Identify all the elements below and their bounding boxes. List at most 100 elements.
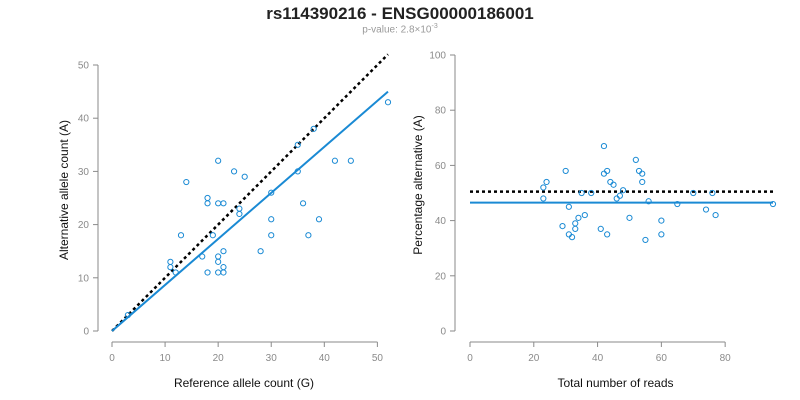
p-value-prefix: p-value: 2.8: [362, 24, 415, 36]
right-y-tick-label: 0: [440, 327, 446, 338]
right-data-point: [565, 203, 572, 210]
right-y-axis-title: Percentage alternative (A): [411, 115, 425, 254]
left-data-point: [299, 200, 307, 207]
right-data-point: [604, 231, 611, 238]
right-data-point: [562, 167, 569, 175]
right-x-tick-label: 40: [592, 353, 604, 364]
right-data-point: [597, 225, 604, 232]
left-x-tick-label: 20: [213, 353, 225, 364]
left-data-point: [215, 200, 222, 207]
chart-subtitle: p-value: 2.8×10-3: [0, 23, 800, 35]
right-data-point: [575, 214, 582, 221]
right-data-point: [540, 195, 547, 202]
right-y-tick-label: 80: [435, 106, 447, 117]
p-value-times: ×: [414, 24, 421, 36]
right-y-tick-label: 20: [435, 271, 447, 282]
left-data-point: [124, 311, 132, 319]
left-data-point: [331, 157, 339, 164]
right-x-tick-label: 80: [720, 353, 732, 364]
right-data-point: [588, 189, 595, 197]
left-data-point: [204, 269, 211, 276]
right-data-point: [604, 167, 611, 175]
left-data-point: [347, 157, 354, 164]
right-data-point: [769, 200, 777, 208]
left-data-point: [172, 269, 179, 276]
right-data-point: [642, 236, 649, 244]
left-data-point: [294, 141, 301, 148]
left-y-tick-label: 20: [78, 220, 90, 231]
left-y-tick-label: 10: [78, 273, 90, 284]
left-x-tick-label: 30: [266, 353, 278, 364]
left-reference-line: [111, 53, 389, 332]
left-y-tick-label: 0: [83, 327, 89, 338]
left-data-point: [220, 269, 227, 276]
right-data-point: [690, 189, 697, 197]
right-data-point: [639, 170, 646, 177]
left-y-axis-title: Alternative allele count (A): [57, 120, 71, 260]
left-y-tick-label: 40: [78, 114, 90, 125]
right-data-point: [578, 189, 585, 197]
right-data-point: [626, 214, 633, 221]
left-data-point: [220, 264, 227, 271]
left-x-tick-label: 40: [319, 353, 331, 364]
left-data-point: [384, 99, 392, 106]
left-data-point: [241, 173, 248, 180]
left-data-point: [167, 264, 174, 271]
p-value-exponent: -3: [431, 23, 438, 30]
right-x-tick-label: 20: [528, 353, 540, 364]
left-data-point: [215, 157, 222, 164]
chart-title: rs114390216 - ENSG00000186001: [266, 4, 534, 23]
right-data-point: [658, 231, 665, 238]
left-y-tick-label: 50: [78, 61, 90, 72]
right-data-point: [674, 200, 681, 208]
left-data-point: [199, 253, 206, 260]
right-data-point: [702, 206, 710, 213]
right-data-point: [572, 220, 579, 227]
left-data-point: [183, 178, 190, 186]
left-fit-line: [111, 90, 389, 332]
left-data-point: [209, 232, 216, 239]
left-x-tick-label: 50: [372, 353, 384, 364]
right-data-point: [712, 211, 719, 219]
right-data-point: [709, 189, 716, 197]
right-x-tick-label: 0: [467, 353, 473, 364]
right-y-tick-label: 100: [429, 51, 446, 62]
left-data-point: [268, 232, 275, 239]
right-x-tick-label: 60: [656, 353, 668, 364]
left-data-point: [236, 205, 243, 212]
left-data-point: [204, 194, 211, 202]
right-data-point: [610, 181, 617, 188]
right-y-tick-label: 60: [435, 161, 447, 172]
left-data-point: [310, 125, 317, 132]
right-y-tick-label: 40: [435, 216, 447, 227]
left-data-point: [315, 216, 323, 223]
left-data-point: [294, 168, 301, 175]
right-data-point: [540, 184, 547, 191]
left-data-point: [204, 200, 211, 207]
right-data-point: [639, 178, 646, 186]
left-x-axis-title: Reference allele count (G): [174, 376, 314, 390]
right-data-point: [619, 187, 627, 194]
left-x-tick-label: 0: [109, 353, 115, 364]
left-data-point: [215, 269, 222, 276]
left-data-point: [268, 189, 275, 196]
left-data-point: [215, 258, 222, 265]
right-data-point: [572, 225, 579, 232]
right-data-point: [559, 223, 566, 230]
left-data-point: [215, 253, 222, 260]
left-data-point: [230, 168, 238, 175]
right-data-point: [658, 217, 665, 224]
left-data-point: [257, 248, 264, 255]
p-value-base: 10: [420, 24, 432, 36]
right-data-point: [632, 156, 639, 163]
right-x-axis-title: Total number of reads: [557, 376, 673, 390]
left-y-tick-label: 30: [78, 167, 90, 178]
left-data-point: [305, 232, 312, 239]
right-data-point: [600, 142, 608, 150]
right-data-point: [645, 198, 652, 205]
left-data-point: [220, 248, 227, 255]
left-data-point: [177, 232, 185, 239]
right-data-point: [568, 234, 576, 241]
left-data-point: [220, 200, 227, 207]
